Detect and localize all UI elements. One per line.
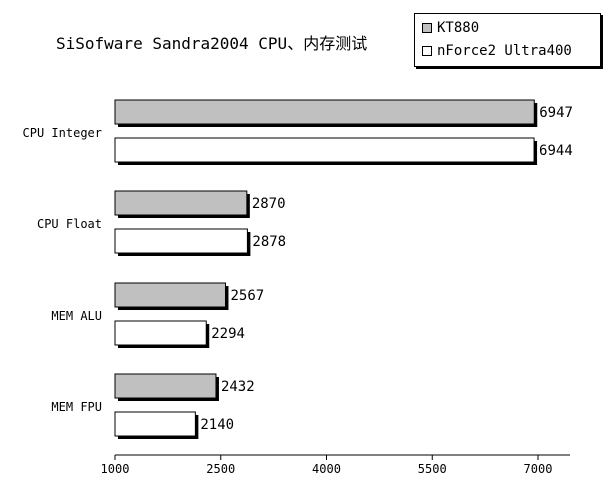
data-label-kt880-mem-alu: 2567 [230,288,264,304]
data-label-kt880-cpu-integer: 6947 [539,105,573,121]
bar-nforce2-ultra400-cpu-float [114,228,248,254]
legend: KT880 nForce2 Ultra400 [414,13,601,67]
x-tick-label-4000: 4000 [312,462,341,476]
category-label-cpu-float: CPU Float [37,217,102,231]
x-tick-label-2500: 2500 [206,462,235,476]
bar-kt880-mem-alu [114,282,226,308]
legend-swatch-nforce2 [422,46,432,56]
data-label-nforce2-ultra400-mem-alu: 2294 [211,326,245,342]
category-label-mem-fpu: MEM FPU [51,400,102,414]
data-label-kt880-cpu-float: 2870 [252,196,286,212]
bar-kt880-cpu-float [114,190,248,216]
category-label-mem-alu: MEM ALU [51,309,102,323]
legend-label-kt880: KT880 [437,20,480,36]
bar-nforce2-ultra400-mem-fpu [114,411,196,437]
bar-nforce2-ultra400-cpu-integer [114,137,535,163]
chart-title: SiSofware Sandra2004 CPU、内存测试 [56,34,368,53]
bar-kt880-mem-fpu [114,373,217,399]
bar-kt880-cpu-integer [114,99,535,125]
data-label-nforce2-ultra400-cpu-integer: 6944 [539,143,573,159]
data-label-nforce2-ultra400-cpu-float: 2878 [252,234,286,250]
legend-swatch-kt880 [422,23,432,33]
category-label-cpu-integer: CPU Integer [23,126,102,140]
x-tick-label-7000: 7000 [524,462,553,476]
bar-nforce2-ultra400-mem-alu [114,320,207,346]
x-tick-label-1000: 1000 [101,462,130,476]
legend-label-nforce2: nForce2 Ultra400 [437,43,572,59]
data-label-nforce2-ultra400-mem-fpu: 2140 [200,417,234,433]
legend-item-nforce2: nForce2 Ultra400 [422,42,572,60]
data-label-kt880-mem-fpu: 2432 [221,379,255,395]
legend-item-kt880: KT880 [422,19,479,37]
x-tick-label-5500: 5500 [418,462,447,476]
